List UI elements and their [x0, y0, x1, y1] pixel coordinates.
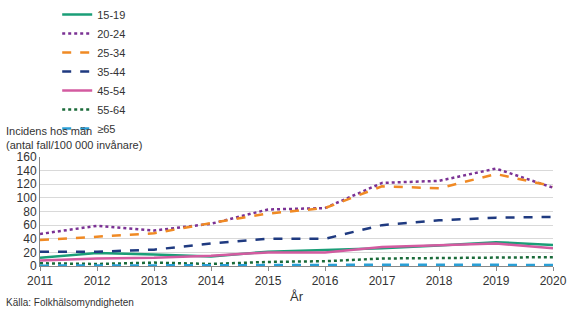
svg-text:2013: 2013: [141, 274, 168, 288]
svg-text:140: 140: [17, 164, 37, 178]
svg-text:Incidens hos män(antal fall/10: Incidens hos män(antal fall/100 000 invå…: [6, 125, 142, 151]
svg-text:Källa: Folkhälsomyndigheten: Källa: Folkhälsomyndigheten: [6, 297, 134, 308]
svg-text:2011: 2011: [27, 274, 53, 288]
svg-text:2019: 2019: [483, 274, 510, 288]
svg-text:2017: 2017: [369, 274, 396, 288]
svg-text:0: 0: [30, 259, 37, 273]
svg-text:År: År: [290, 289, 304, 304]
svg-text:2020: 2020: [540, 274, 567, 288]
svg-text:45-54: 45-54: [97, 85, 125, 97]
svg-text:55-64: 55-64: [97, 104, 125, 116]
svg-text:60: 60: [23, 218, 37, 232]
svg-text:20-24: 20-24: [97, 28, 125, 40]
svg-text:100: 100: [17, 191, 37, 205]
svg-text:160: 160: [17, 150, 37, 164]
svg-text:2015: 2015: [255, 274, 282, 288]
svg-text:35-44: 35-44: [97, 66, 125, 78]
svg-text:15-19: 15-19: [97, 9, 125, 21]
svg-text:25-34: 25-34: [97, 47, 125, 59]
svg-text:2016: 2016: [312, 274, 339, 288]
svg-text:≥65: ≥65: [97, 123, 115, 135]
svg-text:80: 80: [23, 205, 37, 219]
svg-text:2012: 2012: [84, 274, 111, 288]
svg-text:40: 40: [23, 232, 37, 246]
svg-text:20: 20: [23, 246, 37, 260]
svg-text:2014: 2014: [198, 274, 225, 288]
svg-text:120: 120: [17, 177, 37, 191]
svg-text:2018: 2018: [426, 274, 453, 288]
